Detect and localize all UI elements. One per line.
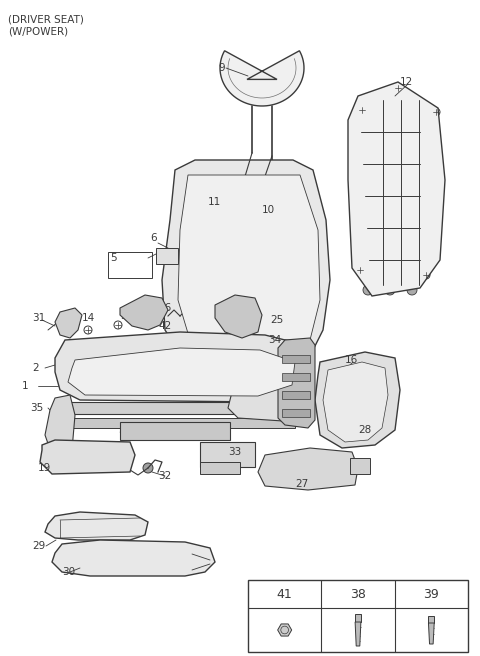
Bar [55, 402, 295, 414]
Text: 27: 27 [295, 479, 308, 489]
Text: 34: 34 [268, 335, 281, 345]
Circle shape [407, 285, 417, 295]
Text: 5: 5 [110, 253, 117, 263]
Polygon shape [120, 295, 168, 330]
Polygon shape [45, 512, 148, 540]
Bar [428, 616, 434, 623]
Text: (DRIVER SEAT): (DRIVER SEAT) [8, 14, 84, 24]
Text: 19: 19 [38, 463, 51, 473]
Bar [156, 248, 178, 264]
Text: 39: 39 [423, 588, 439, 600]
Text: 13: 13 [258, 383, 271, 393]
Text: 26: 26 [158, 303, 171, 313]
Text: 38: 38 [350, 588, 366, 600]
Text: 14: 14 [82, 313, 95, 323]
Bar [55, 418, 295, 428]
Text: 34: 34 [120, 311, 133, 321]
Polygon shape [68, 348, 295, 396]
Bar [108, 252, 152, 278]
Bar [282, 391, 310, 399]
Polygon shape [40, 440, 135, 474]
Polygon shape [55, 332, 310, 402]
Text: 37: 37 [118, 425, 131, 435]
Bar [282, 409, 310, 417]
Bar [282, 373, 310, 381]
Text: 6: 6 [150, 233, 156, 243]
Polygon shape [55, 308, 82, 338]
Polygon shape [220, 51, 304, 106]
Circle shape [228, 266, 236, 274]
Text: 9: 9 [218, 63, 225, 73]
Text: 16: 16 [345, 355, 358, 365]
Text: 25: 25 [270, 315, 283, 325]
Text: 1: 1 [22, 381, 29, 391]
Text: 31: 31 [32, 313, 45, 323]
Text: 33: 33 [228, 447, 241, 457]
Polygon shape [215, 295, 262, 338]
Polygon shape [355, 622, 361, 646]
Polygon shape [178, 175, 320, 340]
Polygon shape [277, 624, 292, 636]
Polygon shape [258, 448, 358, 490]
Polygon shape [228, 378, 312, 422]
Text: 35: 35 [30, 403, 43, 413]
Text: 2: 2 [32, 363, 38, 373]
Text: 28: 28 [358, 425, 371, 435]
Bar [350, 458, 370, 474]
Circle shape [151, 366, 159, 374]
Circle shape [143, 463, 153, 473]
Text: (W/POWER): (W/POWER) [8, 26, 68, 36]
Bar [200, 442, 255, 467]
Polygon shape [323, 362, 388, 442]
Polygon shape [45, 395, 75, 460]
Polygon shape [162, 160, 330, 360]
Text: 29: 29 [32, 541, 45, 551]
Circle shape [363, 285, 373, 295]
Text: 30: 30 [62, 567, 75, 577]
Bar [120, 422, 230, 440]
Bar [282, 355, 310, 363]
Polygon shape [52, 540, 215, 576]
Bar [200, 462, 240, 474]
Text: 12: 12 [400, 77, 413, 87]
Text: 42: 42 [158, 321, 171, 331]
Polygon shape [348, 82, 445, 296]
Polygon shape [278, 338, 315, 428]
Circle shape [226, 216, 234, 224]
Text: 32: 32 [158, 471, 171, 481]
Polygon shape [429, 623, 434, 644]
Text: 11: 11 [208, 197, 221, 207]
Bar [355, 614, 361, 622]
Text: 10: 10 [262, 205, 275, 215]
Bar [248, 580, 468, 652]
Polygon shape [315, 352, 400, 448]
Text: 41: 41 [277, 588, 292, 600]
Circle shape [385, 285, 395, 295]
